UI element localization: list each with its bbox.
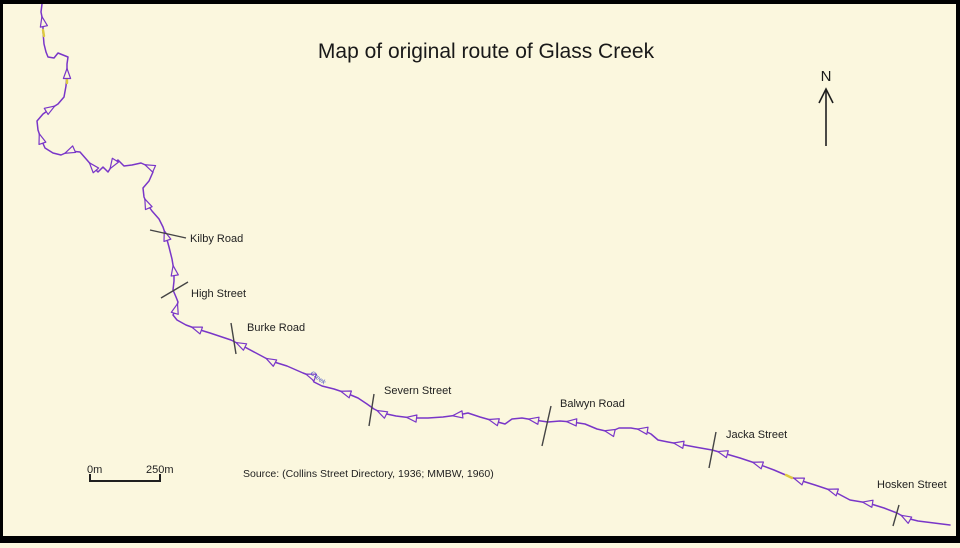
flow-arrow-icon (527, 416, 540, 425)
flow-arrow-icon (38, 133, 47, 146)
flow-arrow-icon (235, 341, 248, 351)
flow-arrow-icon (827, 488, 840, 497)
flow-arrow-icon (565, 418, 578, 427)
north-arrow-head-icon (818, 87, 834, 104)
scale-label-250m: 250m (146, 464, 174, 476)
street-tick (368, 393, 375, 427)
flow-arrow-icon (191, 326, 204, 335)
north-label: N (821, 68, 832, 85)
flow-arrow-icon (405, 414, 418, 423)
street-crossing-burke-road: Burke Road (230, 322, 305, 355)
scale-bar-rule (89, 474, 161, 482)
street-label: Hosken Street (877, 479, 947, 491)
street-tick (541, 405, 552, 447)
flow-arrow-icon (451, 410, 464, 419)
flow-arrow-icon (144, 164, 157, 173)
street-label: Severn Street (384, 385, 451, 397)
flow-arrow-icon (488, 418, 500, 427)
street-label: Balwyn Road (560, 398, 625, 410)
street-crossing-hosken-street: Hosken Street (877, 479, 947, 527)
flow-arrow-icon (43, 105, 56, 116)
yellow-highlight-mark (784, 473, 794, 480)
flow-arrow-icon (170, 264, 179, 277)
flow-arrow-icon (752, 461, 765, 470)
scale-label-zero: 0m (87, 464, 102, 476)
flow-arrow-icon (376, 409, 389, 419)
street-crossings: Kilby Road High Street Burke Road Severn St… (149, 229, 947, 527)
street-crossing-kilby-road: Kilby Road (149, 229, 243, 245)
flow-arrow-icon (717, 450, 729, 459)
street-label: High Street (191, 288, 246, 300)
flow-arrow-icon (88, 162, 100, 174)
street-crossing-jacka-street: Jacka Street (708, 429, 787, 469)
flow-arrow-icon (144, 198, 153, 211)
street-label: Jacka Street (726, 429, 787, 441)
creek-route (36, 3, 951, 526)
frame-bottom (0, 536, 960, 543)
street-crossing-balwyn-road: Balwyn Road (541, 398, 625, 447)
flow-arrow-icon (900, 514, 913, 524)
flow-arrow-icon (39, 16, 49, 28)
source-note: Source: (Collins Street Directory, 1936;… (243, 468, 494, 480)
street-tick (230, 322, 237, 355)
flow-arrow-icon (636, 426, 649, 435)
scale-bar: 0m 250m (87, 464, 174, 482)
map-title: Map of original route of Glass Creek (318, 40, 655, 63)
frame-top (0, 0, 960, 4)
north-arrow: N (818, 68, 834, 146)
frame-left (0, 0, 3, 543)
flow-arrow-icon (62, 67, 72, 80)
flow-arrow-icon (793, 477, 806, 486)
street-label: Kilby Road (190, 233, 243, 245)
flow-arrow-icon (340, 390, 353, 399)
street-tick (708, 431, 717, 469)
street-crossing-severn-street: Severn Street (368, 385, 451, 427)
flow-arrow-icon (64, 145, 77, 154)
flow-arrow-icon (861, 499, 874, 508)
street-label: Burke Road (247, 322, 305, 334)
street-tick (149, 229, 187, 239)
flow-arrow-icon (604, 428, 616, 438)
flow-arrow-icon (305, 373, 318, 382)
flow-arrow-icon (265, 357, 278, 367)
yellow-highlight-mark (41, 28, 46, 38)
flow-arrow-icon (109, 157, 120, 170)
street-tick (892, 504, 900, 527)
street-crossing-high-street: High Street (160, 281, 246, 300)
flow-arrow-icon (672, 440, 685, 449)
street-tick (160, 281, 189, 299)
frame-right (956, 0, 960, 543)
flow-arrow-icon (170, 303, 179, 315)
